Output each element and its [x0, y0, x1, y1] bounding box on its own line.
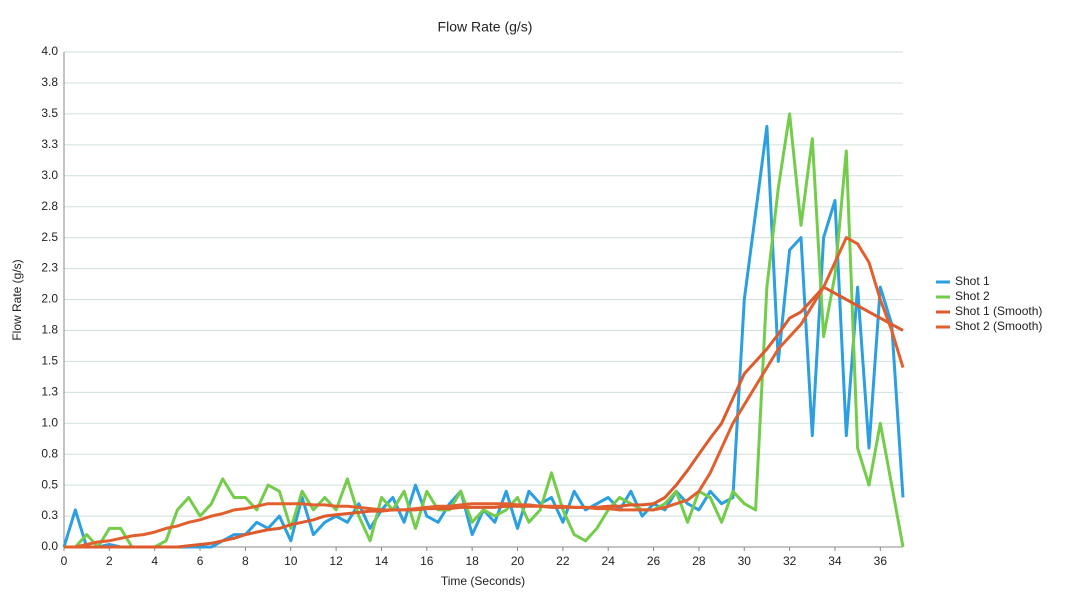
series-line	[64, 285, 904, 549]
legend-label: Shot 1 (Smooth)	[955, 304, 1042, 318]
y-tick-label: 1.8	[41, 323, 58, 337]
x-tick-label: 0	[61, 554, 68, 568]
x-tick-label: 10	[284, 554, 298, 568]
x-tick-label: 6	[197, 554, 204, 568]
x-tick-label: 20	[511, 554, 525, 568]
x-tick-label: 4	[151, 554, 158, 568]
x-tick-label: 8	[242, 554, 249, 568]
y-tick-label: 2.3	[41, 261, 58, 275]
legend-label: Shot 2 (Smooth)	[955, 319, 1042, 333]
x-tick-label: 28	[692, 554, 706, 568]
y-tick-label: 1.0	[41, 415, 58, 429]
x-tick-label: 18	[465, 554, 479, 568]
y-tick-label: 1.5	[41, 354, 58, 368]
y-tick-label: 3.8	[41, 75, 58, 89]
x-tick-label: 30	[738, 554, 752, 568]
x-tick-label: 14	[375, 554, 389, 568]
chart-title: Flow Rate (g/s)	[438, 19, 533, 35]
x-tick-label: 24	[602, 554, 616, 568]
x-tick-label: 32	[783, 554, 797, 568]
y-tick-label: 3.5	[41, 106, 58, 120]
y-tick-label: 2.0	[41, 292, 58, 306]
legend-label: Shot 2	[955, 289, 990, 303]
legend-label: Shot 1	[955, 274, 990, 288]
y-tick-label: 2.5	[41, 230, 58, 244]
x-tick-label: 36	[874, 554, 888, 568]
x-tick-label: 34	[828, 554, 842, 568]
y-tick-label: 0.0	[41, 539, 58, 553]
y-tick-label: 1.3	[41, 384, 58, 398]
y-tick-label: 0.8	[41, 446, 58, 460]
series-line	[64, 112, 905, 549]
x-tick-label: 22	[556, 554, 570, 568]
y-axis-label: Flow Rate (g/s)	[10, 259, 24, 340]
x-axis-label: Time (Seconds)	[441, 574, 525, 588]
series-line	[64, 236, 905, 549]
x-tick-label: 12	[329, 554, 343, 568]
y-tick-label: 0.3	[41, 508, 58, 522]
x-tick-label: 2	[106, 554, 113, 568]
y-tick-label: 2.8	[41, 199, 58, 213]
x-tick-label: 16	[420, 554, 434, 568]
y-tick-label: 3.3	[41, 137, 58, 151]
y-tick-label: 4.0	[41, 44, 58, 58]
x-tick-label: 26	[647, 554, 661, 568]
y-tick-label: 0.5	[41, 477, 58, 491]
y-tick-label: 3.0	[41, 168, 58, 182]
